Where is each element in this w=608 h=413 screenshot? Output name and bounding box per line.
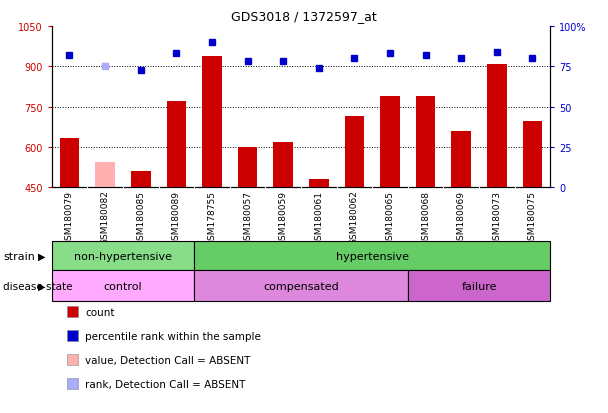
Text: ▶: ▶ bbox=[38, 281, 46, 291]
Bar bbox=[523, 122, 542, 188]
Text: GSM180079: GSM180079 bbox=[65, 190, 74, 245]
Text: disease state: disease state bbox=[3, 281, 72, 291]
Text: failure: failure bbox=[461, 281, 497, 291]
Text: GDS3018 / 1372597_at: GDS3018 / 1372597_at bbox=[231, 10, 377, 23]
Text: GSM180057: GSM180057 bbox=[243, 190, 252, 245]
Bar bbox=[60, 138, 79, 188]
Text: GSM180073: GSM180073 bbox=[492, 190, 502, 245]
Bar bbox=[167, 102, 186, 188]
Bar bbox=[52, 242, 194, 271]
Bar bbox=[202, 56, 222, 188]
Text: GSM180075: GSM180075 bbox=[528, 190, 537, 245]
Text: GSM180061: GSM180061 bbox=[314, 190, 323, 245]
Text: GSM180065: GSM180065 bbox=[385, 190, 395, 245]
Text: compensated: compensated bbox=[263, 281, 339, 291]
Text: GSM180089: GSM180089 bbox=[172, 190, 181, 245]
Text: ▶: ▶ bbox=[38, 251, 46, 261]
Text: GSM180069: GSM180069 bbox=[457, 190, 466, 245]
Text: GSM180062: GSM180062 bbox=[350, 190, 359, 245]
Bar bbox=[408, 271, 550, 301]
Text: GSM180085: GSM180085 bbox=[136, 190, 145, 245]
Text: rank, Detection Call = ABSENT: rank, Detection Call = ABSENT bbox=[85, 379, 246, 389]
Text: GSM180082: GSM180082 bbox=[100, 190, 109, 245]
Bar bbox=[345, 117, 364, 188]
Text: GSM178755: GSM178755 bbox=[207, 190, 216, 245]
Bar bbox=[194, 271, 408, 301]
Bar bbox=[487, 64, 506, 188]
Text: non-hypertensive: non-hypertensive bbox=[74, 251, 172, 261]
Text: GSM180059: GSM180059 bbox=[278, 190, 288, 245]
Bar bbox=[95, 162, 115, 188]
Bar bbox=[380, 97, 400, 188]
Text: percentile rank within the sample: percentile rank within the sample bbox=[85, 331, 261, 341]
Bar bbox=[131, 172, 151, 188]
Text: strain: strain bbox=[3, 251, 35, 261]
Bar bbox=[194, 242, 550, 271]
Bar bbox=[451, 131, 471, 188]
Text: control: control bbox=[103, 281, 142, 291]
Bar bbox=[238, 147, 257, 188]
Text: hypertensive: hypertensive bbox=[336, 251, 409, 261]
Text: value, Detection Call = ABSENT: value, Detection Call = ABSENT bbox=[85, 355, 250, 365]
Bar bbox=[309, 180, 328, 188]
Bar bbox=[416, 97, 435, 188]
Bar bbox=[52, 271, 194, 301]
Text: GSM180068: GSM180068 bbox=[421, 190, 430, 245]
Bar bbox=[274, 142, 293, 188]
Text: count: count bbox=[85, 307, 115, 317]
